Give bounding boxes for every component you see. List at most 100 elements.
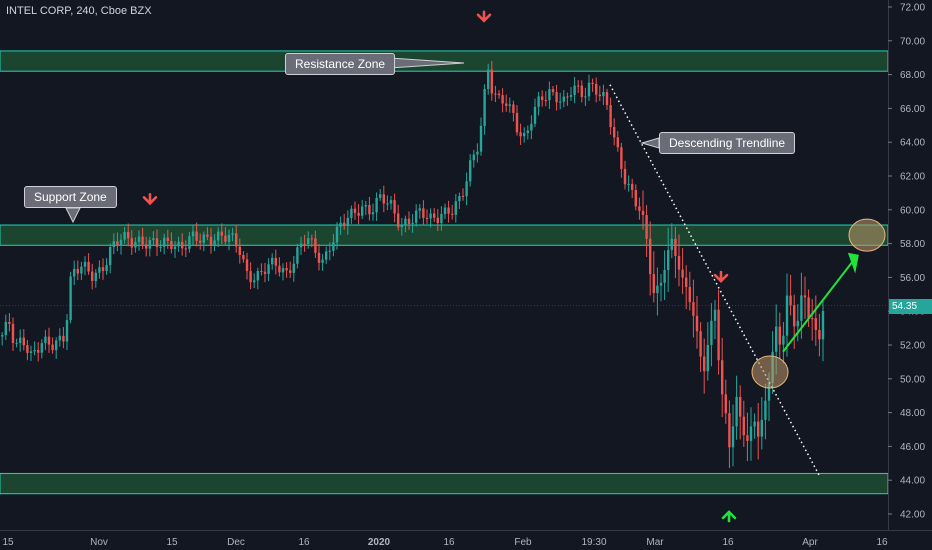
candle-body-195: [703, 356, 706, 372]
candle-body-65: [235, 233, 238, 247]
candle-body-202: [728, 413, 731, 448]
candle-body-227: [818, 330, 821, 340]
candle-body-206: [742, 416, 745, 436]
candle-body-32: [116, 241, 119, 246]
candle-body-54: [195, 231, 198, 241]
candle-body-188: [677, 255, 681, 270]
candle-body-44: [159, 246, 162, 248]
candle-body-121: [436, 217, 439, 224]
candle-body-89: [321, 259, 324, 263]
candle-body-224: [807, 297, 810, 319]
candle-body-184: [663, 270, 666, 283]
candle-body-223: [803, 295, 807, 298]
candle-body-191: [688, 286, 691, 303]
candle-body-106: [382, 194, 385, 204]
y-tick-label-4: 50.00: [900, 374, 925, 385]
candle-body-0: [1, 335, 4, 337]
candle-body-166: [598, 94, 601, 97]
candle-body-128: [461, 195, 465, 197]
candle-body-189: [681, 269, 684, 278]
candle-body-36: [130, 238, 133, 248]
candle-body-76: [274, 257, 277, 266]
candle-body-125: [451, 213, 454, 215]
candle-body-154: [555, 92, 558, 103]
candle-body-162: [584, 96, 587, 98]
candle-body-158: [569, 95, 573, 97]
support-zone-label: Support Zone: [34, 190, 107, 204]
candle-body-150: [541, 96, 544, 101]
candle-body-130: [469, 160, 472, 182]
candle-body-23: [83, 261, 87, 267]
candle-body-64: [231, 233, 234, 235]
candle-body-101: [364, 205, 367, 207]
candle-body-31: [112, 241, 115, 247]
y-tick-label-14: 70.00: [900, 36, 925, 47]
candle-body-17: [62, 335, 65, 342]
candle-body-38: [137, 236, 141, 242]
candle-body-186: [670, 238, 673, 251]
support-callout-pointer: [65, 207, 81, 224]
candle-body-104: [375, 197, 378, 213]
candle-body-225: [811, 318, 814, 320]
candle-body-70: [253, 280, 256, 283]
candle-body-148: [533, 106, 537, 124]
candle-body-204: [735, 396, 738, 427]
y-tick-label-3: 48.00: [900, 408, 925, 419]
support-zone-callout: Support Zone: [24, 186, 117, 208]
candle-body-165: [595, 83, 598, 95]
candle-body-175: [631, 183, 634, 190]
candle-body-226: [814, 318, 817, 331]
x-tick-label-10: 16: [722, 537, 734, 548]
candle-body-205: [739, 396, 742, 417]
y-tick-label-2: 46.00: [900, 442, 925, 453]
y-tick-label-15: 72.00: [900, 3, 925, 14]
candle-body-81: [292, 263, 295, 273]
candle-body-182: [656, 285, 659, 294]
candle-body-46: [166, 237, 169, 241]
candle-body-30: [109, 246, 112, 266]
candle-body-2: [8, 321, 11, 324]
candle-body-41: [148, 240, 151, 249]
candle-body-40: [145, 244, 148, 249]
candle-body-3: [11, 323, 15, 343]
candle-body-80: [289, 270, 292, 273]
candle-body-112: [404, 218, 407, 226]
candle-body-133: [479, 125, 483, 152]
candle-body-149: [537, 96, 540, 107]
target-ellipse-1: [848, 218, 886, 252]
candle-body-142: [512, 104, 515, 113]
x-tick-label-3: Dec: [227, 537, 245, 548]
candle-body-55: [199, 240, 202, 243]
resistance-zone-callout: Resistance Zone: [285, 53, 396, 75]
candle-body-88: [317, 252, 321, 263]
target-ellipse-0: [751, 355, 789, 389]
candle-body-209: [753, 421, 756, 427]
candle-body-117: [422, 208, 425, 218]
symbol-interval: 240: [76, 5, 95, 17]
candle-body-216: [778, 326, 781, 345]
candle-body-180: [649, 238, 652, 275]
candle-body-43: [155, 238, 159, 247]
candle-body-153: [551, 89, 555, 93]
candle-body-138: [497, 93, 501, 96]
candle-body-78: [281, 268, 285, 273]
candle-body-111: [400, 225, 403, 228]
candle-body-210: [757, 421, 760, 437]
candle-body-16: [58, 335, 61, 341]
x-tick-label-8: 19:30: [581, 537, 606, 548]
x-tick-label-6: 16: [443, 537, 455, 548]
candle-body-129: [465, 181, 468, 197]
candle-body-63: [227, 234, 231, 242]
candle-body-94: [339, 222, 342, 227]
candle-body-47: [170, 240, 173, 250]
candle-body-5: [19, 337, 22, 343]
candle-body-83: [299, 243, 303, 248]
symbol-name: INTEL CORP: [6, 5, 71, 17]
candle-body-53: [191, 231, 195, 237]
candle-body-218: [785, 295, 789, 336]
candle-body-62: [224, 235, 227, 242]
candle-body-60: [217, 231, 220, 241]
candle-body-161: [580, 85, 583, 98]
candle-body-96: [346, 217, 349, 226]
y-tick-label-8: 58.00: [900, 239, 925, 250]
